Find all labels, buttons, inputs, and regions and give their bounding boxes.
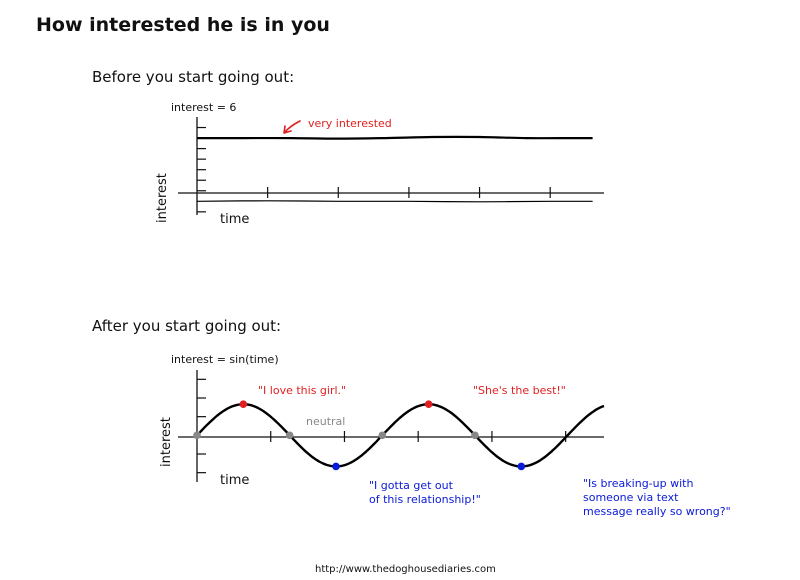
chart-after-points (193, 400, 526, 471)
data-point (239, 400, 248, 409)
chart-after-y-ticks (197, 378, 206, 474)
chart-after: After you start going out: interest = si… (92, 317, 731, 518)
footer-url: http://www.thedoghousediaries.com (315, 564, 496, 575)
chart-before-annotation-arrow (283, 120, 301, 134)
annotation-line: someone via text (583, 491, 679, 504)
chart-before-y-ticks (197, 126, 206, 213)
data-point (285, 431, 294, 440)
data-point (193, 431, 201, 440)
chart-after-annotation-get-out: "I gotta get out of this relationship!" (369, 479, 481, 506)
chart-before-annotation-very-interested: very interested (308, 117, 392, 130)
chart-after-y-label: interest (159, 417, 174, 467)
chart-before-title: Before you start going out: (92, 68, 294, 86)
annotation-line: message really so wrong?" (583, 505, 731, 518)
chart-before-formula: interest = 6 (171, 101, 236, 114)
chart-before-x-label: time (220, 212, 249, 227)
annotation-line: "Is breaking-up with (583, 477, 693, 490)
chart-after-annotation-break-up: "Is breaking-up with someone via text me… (583, 477, 731, 518)
chart-after-formula: interest = sin(time) (171, 353, 279, 366)
annotation-line: "I gotta get out (369, 479, 454, 492)
data-point (378, 431, 387, 440)
data-point (471, 431, 479, 440)
data-point (424, 400, 433, 409)
main-title: How interested he is in you (36, 14, 330, 36)
chart-after-title: After you start going out: (92, 317, 281, 335)
chart-after-series-line-sin (196, 402, 605, 468)
chart-after-neutral-label: neutral (306, 415, 345, 428)
annotation-line: of this relationship!" (369, 493, 481, 506)
chart-after-annotation-best: "She's the best!" (473, 384, 566, 397)
chart-after-x-label: time (220, 473, 249, 488)
chart-before: Before you start going out: interest = 6… (92, 68, 604, 227)
chart-after-annotation-love: "I love this girl." (258, 384, 346, 397)
data-point (517, 462, 526, 471)
chart-before-y-label: interest (155, 173, 170, 223)
data-point (332, 462, 340, 471)
chart-before-series-line-baseline (196, 200, 593, 203)
chart-before-series-line-interest (196, 135, 593, 140)
